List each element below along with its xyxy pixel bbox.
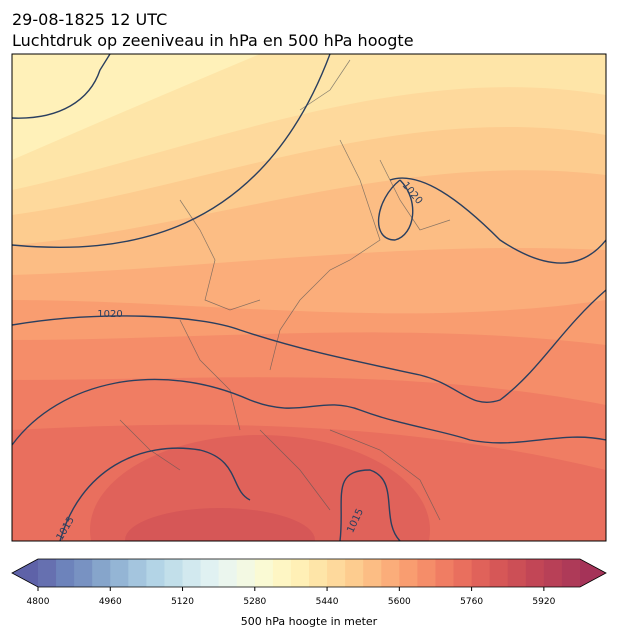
title-date: 29-08-1825 12 UTC	[12, 10, 167, 29]
colorbar-bin	[182, 559, 202, 587]
colorbar-bin	[345, 559, 364, 587]
coastline	[119, 59, 451, 521]
colorbar-bin	[236, 559, 256, 587]
colorbar-bin	[74, 559, 93, 587]
colorbar-bin	[489, 559, 509, 587]
colorbar-bin	[417, 559, 436, 587]
colorbar-bin	[128, 559, 147, 587]
colorbar-bin	[38, 559, 57, 587]
colorbar-bin	[363, 559, 382, 587]
colorbar-bin	[218, 559, 238, 587]
isobar	[12, 289, 606, 403]
colorbar-tick-label: 5120	[171, 597, 194, 607]
isobar-label: 1020	[97, 309, 122, 320]
colorbar-bin	[543, 559, 563, 587]
colorbar-bin	[92, 559, 111, 587]
map: 1020 1020 1015 1015	[12, 54, 606, 541]
colorbar-bin	[507, 559, 527, 587]
colorbar-bin	[381, 559, 400, 587]
colorbar-tick-label: 4800	[27, 597, 50, 607]
colorbar-bin	[453, 559, 473, 587]
colorbar-bin	[290, 559, 310, 587]
colorbar-bin	[399, 559, 418, 587]
colorbar-bin	[110, 559, 129, 587]
colorbar-bin	[56, 559, 75, 587]
colorbar-under	[12, 559, 38, 587]
colorbar-tick-label: 5920	[532, 597, 555, 607]
colorbar-over	[580, 559, 606, 587]
isobar	[339, 469, 401, 541]
colorbar-bin	[309, 559, 328, 587]
colorbar-bin	[200, 559, 220, 587]
isobar	[378, 179, 414, 241]
colorbar-bin	[471, 559, 491, 587]
colorbar-tick-label: 5760	[460, 597, 483, 607]
isobar	[12, 54, 331, 249]
colorbar-frame	[11, 558, 607, 588]
isobar	[12, 378, 606, 446]
colorbar-bin	[561, 559, 581, 587]
isobar	[59, 447, 251, 541]
title-text: Luchtdruk op zeeniveau in hPa en 500 hPa…	[12, 31, 414, 50]
colorbar-bin	[272, 559, 292, 587]
colorbar-bin	[164, 559, 184, 587]
colorbar-bin	[327, 559, 346, 587]
colorbar-bin	[146, 559, 165, 587]
colorbar-bin	[525, 559, 545, 587]
colorbar-tick-label: 5280	[243, 597, 266, 607]
band	[125, 508, 315, 541]
colorbar-label: 500 hPa hoogte in meter	[241, 615, 378, 628]
colorbar-tick-label: 4960	[99, 597, 122, 607]
colorbar-tick-label: 5440	[316, 597, 339, 607]
map-frame	[11, 53, 607, 542]
colorbar-bin	[435, 559, 455, 587]
colorbar-bin	[254, 559, 274, 587]
colorbar-tick-label: 5600	[388, 597, 411, 607]
isobar	[389, 177, 606, 264]
colorbar: 4800 4960 5120 5280 5440 5600 5760 5920	[11, 558, 607, 607]
isobar	[12, 54, 111, 119]
